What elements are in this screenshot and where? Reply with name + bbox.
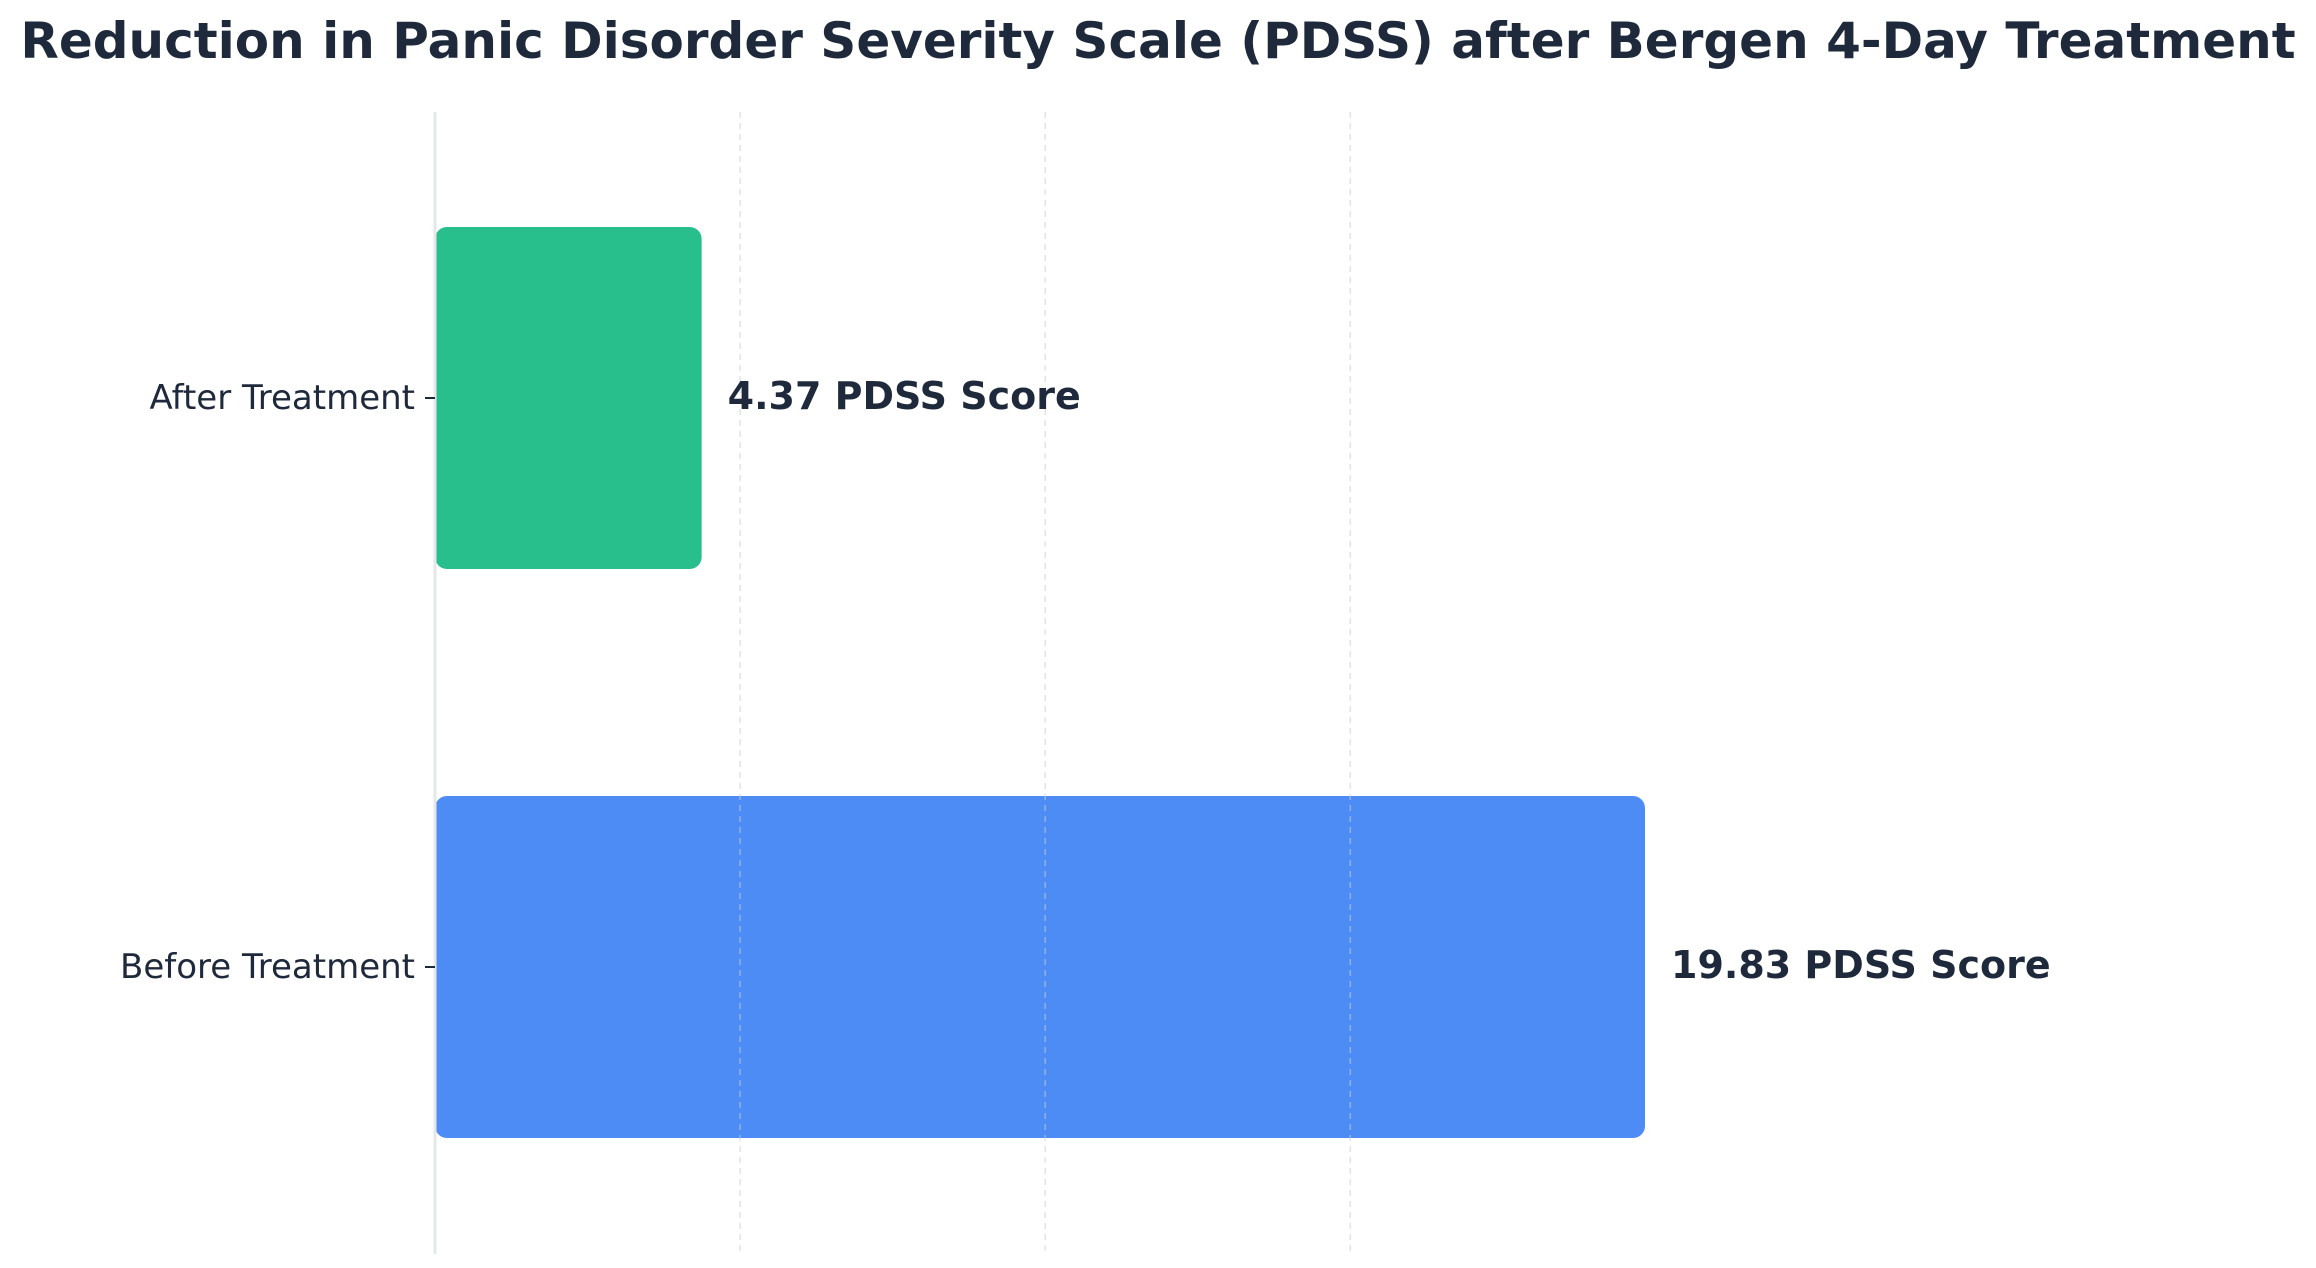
- gridlines: [739, 112, 1352, 1254]
- chart-title: Reduction in Panic Disorder Severity Sca…: [20, 12, 2296, 70]
- bar-before-treatment: [435, 796, 1645, 1138]
- value-label: 4.37 PDSS Score: [728, 374, 1081, 418]
- labels: Before Treatment 19.83 PDSS Score After Tr…: [120, 374, 2051, 987]
- bars: [435, 227, 1645, 1138]
- y-axis-ticks: [425, 397, 435, 968]
- y-tick-label: After Treatment: [150, 378, 415, 418]
- y-tick-label: Before Treatment: [120, 947, 415, 987]
- bar-after-treatment: [435, 227, 702, 569]
- value-label: 19.83 PDSS Score: [1671, 943, 2051, 987]
